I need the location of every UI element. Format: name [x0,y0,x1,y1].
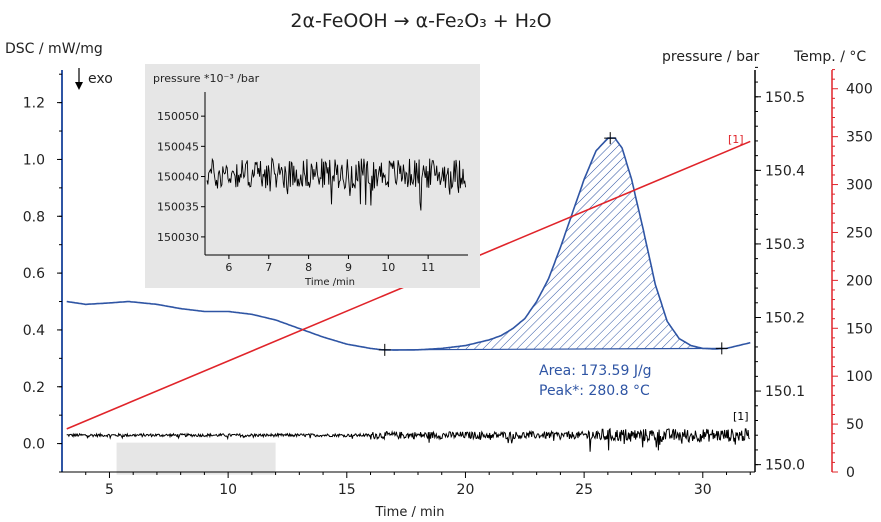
temperature-axis-label: Temp. / °C [793,49,866,65]
x-axis-label: Time / min [375,505,445,520]
x-tick-label: 25 [575,482,593,498]
x-tick-label: 30 [694,482,712,498]
x-tick-label: 20 [457,482,475,498]
pressure-tick-label: 150.4 [765,163,805,179]
exo-indicator: exo [75,68,113,90]
inset-pressure-line [206,157,467,211]
x-tick-label: 5 [105,482,114,498]
inset-panel: pressure *10⁻³ /bar Time /min 150030 1500… [145,64,480,288]
inset-x-tick-label: 6 [225,261,232,274]
temperature-tick-label: 50 [846,417,864,433]
dsc-tick-label: 0.2 [23,380,45,396]
inset-y-tick-label: 150045 [157,140,199,153]
inset-xlabel: Time /min [304,277,355,288]
pressure-tick-label: 150.3 [765,237,805,253]
dsc-tick-label: 0.6 [23,266,45,282]
peak-marker [604,132,617,145]
inset-y-tick-label: 150035 [157,201,199,214]
pressure-tick-label: 150.5 [765,90,805,106]
dsc-tick-label: 1.2 [23,96,45,112]
dsc-series-line [66,137,751,351]
peak-marker [715,342,728,355]
pressure-tick-label: 150.0 [765,458,805,474]
temperature-tick-label: 400 [846,82,873,98]
dsc-tick-label: 1.0 [23,152,45,168]
dsc-axis-label: DSC / mW/mg [5,41,103,57]
inset-x-tick-label: 8 [305,261,312,274]
temperature-tick-label: 300 [846,178,873,194]
pressure-tick-label: 150.2 [765,311,805,327]
inset-x-tick-label: 9 [345,261,352,274]
inset-y-tick-label: 150040 [157,171,199,184]
temperature-tick-label: 0 [846,465,855,481]
peak-area-label: Area: 173.59 J/g [539,363,652,379]
peak-temperature-label: Peak*: 280.8 °C [539,383,650,399]
temperature-tick-label: 150 [846,321,873,337]
inset-x-tick-label: 11 [421,261,435,274]
temperature-tick-label: 200 [846,273,873,289]
x-tick-label: 15 [338,482,356,498]
temperature-tick-label: 350 [846,130,873,146]
temperature-tick-label: 100 [846,369,873,385]
highlight-region [116,442,276,475]
peak-baseline [384,347,722,351]
inset-y-tick-label: 150030 [157,231,199,244]
x-tick-label: 10 [219,482,237,498]
temperature-series-marker: [1] [728,133,744,146]
exo-label: exo [88,71,113,87]
dsc-tick-label: 0.8 [23,209,45,225]
inset-x-tick-label: 7 [265,261,272,274]
inset-x-tick-label: 10 [381,261,395,274]
dsc-tick-label: 0.0 [23,437,45,453]
inset-y-tick-label: 150050 [157,110,199,123]
pressure-axis-label: pressure / bar [662,49,760,65]
pressure-series-marker: [1] [733,410,749,423]
dsc-tick-label: 0.4 [23,323,45,339]
chart-title: 2α-FeOOH → α-Fe₂O₃ + H₂O [290,10,551,32]
pressure-series-line [66,427,750,452]
peak-area-hatch [384,138,722,351]
temperature-tick-label: 250 [846,225,873,241]
pressure-tick-label: 150.1 [765,384,805,400]
peak-marker [378,343,391,356]
inset-ylabel: pressure *10⁻³ /bar [153,72,260,85]
